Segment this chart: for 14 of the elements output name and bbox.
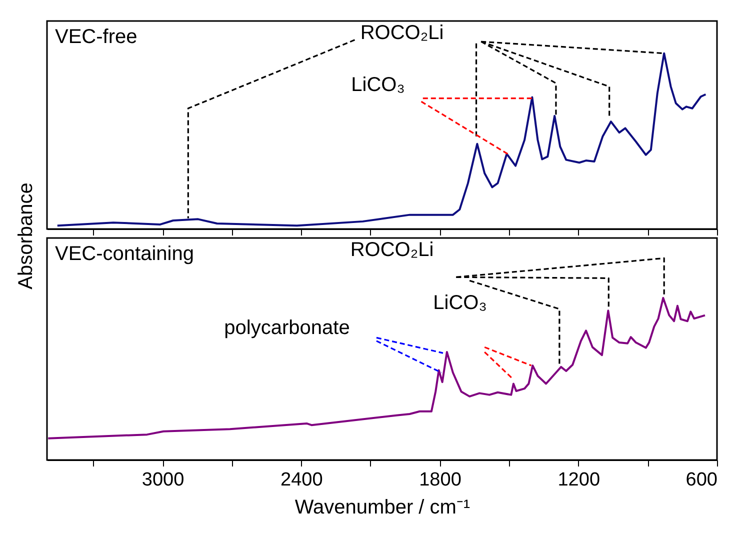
x-axis-title: Wavenumber / cm⁻¹	[294, 496, 470, 518]
annotation: ROCO₂Li	[360, 22, 444, 44]
y-axis-title: Absorbance	[15, 182, 37, 290]
x-tick-label: 2400	[280, 470, 323, 490]
annotation: ROCO₂Li	[350, 239, 434, 261]
annotation: polycarbonate	[224, 317, 350, 339]
x-tick-label: 600	[686, 470, 718, 490]
chart-title: VEC-free	[55, 26, 138, 48]
annotation: LiCO₃	[351, 74, 405, 96]
x-tick-label: 3000	[142, 470, 184, 490]
x-tick-label: 1200	[558, 470, 600, 490]
x-tick-label: 1800	[419, 470, 462, 490]
annotation: LiCO₃	[433, 292, 487, 314]
chart-title: VEC-containing	[55, 243, 194, 265]
